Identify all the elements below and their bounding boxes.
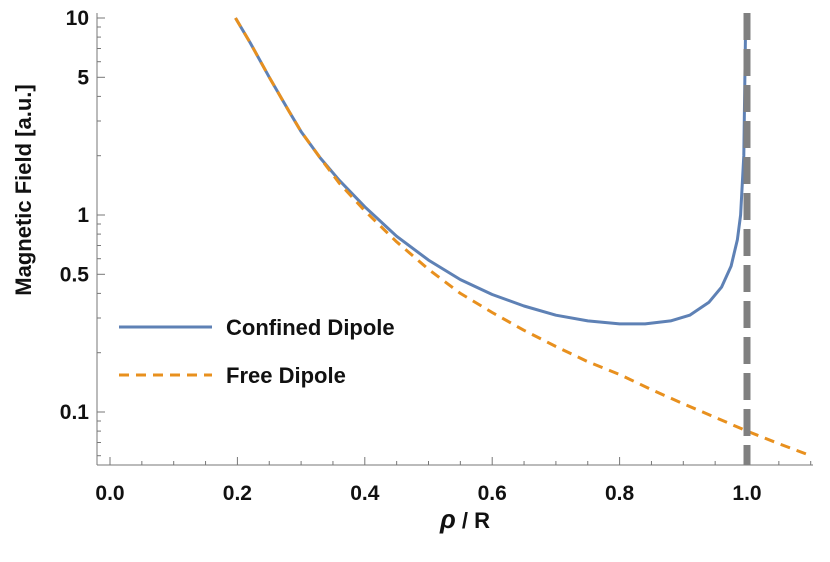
x-tick-label: 0.2	[223, 482, 252, 505]
y-tick-label: 1	[77, 204, 89, 227]
x-tick-label: 0.0	[95, 482, 124, 505]
x-axis-title: ρ / R	[439, 504, 490, 534]
x-axis-symbol: ρ	[439, 504, 456, 534]
x-tick-label: 0.8	[605, 482, 635, 505]
y-tick-label: 0.1	[60, 401, 90, 424]
y-tick-label: 10	[66, 7, 89, 30]
legend-label: Free Dipole	[226, 363, 346, 388]
legend: Confined Dipole Free Dipole	[119, 315, 395, 388]
y-tick-label: 5	[77, 66, 89, 89]
x-axis-rest: / R	[456, 508, 490, 533]
y-tick-label: 0.5	[60, 263, 90, 286]
series-layer	[234, 17, 812, 458]
series-line-free-dipole	[234, 17, 812, 458]
x-tick-label: 1.0	[732, 482, 761, 505]
legend-label: Confined Dipole	[226, 315, 395, 340]
x-tick-label: 0.6	[478, 482, 507, 505]
x-tick-label: 0.4	[350, 482, 380, 505]
y-axis-title: Magnetic Field [a.u.]	[11, 84, 36, 295]
axes	[96, 13, 813, 466]
series-line-confined-dipole	[234, 17, 748, 326]
ticks: 0.0 0.2 0.4 0.6 0.8 1.0 10 5 1 0.5 0.1	[60, 7, 812, 505]
